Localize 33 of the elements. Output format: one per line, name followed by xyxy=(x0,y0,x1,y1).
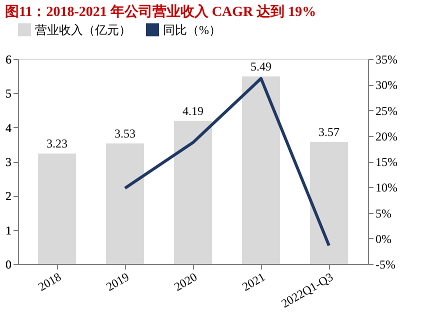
y-tick-label: 2 xyxy=(6,189,12,204)
bar xyxy=(106,143,144,264)
bar xyxy=(174,120,212,264)
y-tick-label: 1 xyxy=(6,223,12,238)
y2-tick-label: 5% xyxy=(376,206,392,220)
y2-tick-label: 0% xyxy=(376,232,392,246)
y2-tick-label: -5% xyxy=(376,258,396,272)
bar xyxy=(310,142,348,264)
data-label: 4.19 xyxy=(182,104,204,118)
y-tick-label: 0 xyxy=(6,258,12,272)
y2-tick-label: 25% xyxy=(376,104,398,118)
data-label: 3.57 xyxy=(318,125,340,140)
bar xyxy=(38,154,76,264)
y2-tick-label: 30% xyxy=(376,78,398,92)
legend-label: 营业收入（亿元） xyxy=(35,22,131,37)
x-tick-label: 2020 xyxy=(172,270,200,294)
y2-tick-label: 15% xyxy=(376,155,398,169)
data-label: 5.49 xyxy=(250,59,272,74)
y-tick-label: 4 xyxy=(6,120,12,135)
data-label: 3.23 xyxy=(46,136,68,151)
x-tick-label: 2021 xyxy=(240,270,268,294)
y2-tick-label: 35% xyxy=(376,52,398,66)
x-tick-label: 2019 xyxy=(104,270,132,294)
y-tick-label: 6 xyxy=(6,52,12,66)
y-tick-label: 5 xyxy=(6,86,12,101)
bar xyxy=(242,76,280,264)
y-tick-label: 3 xyxy=(6,155,12,169)
data-label: 3.53 xyxy=(114,126,136,140)
x-tick-label: 2018 xyxy=(36,270,64,294)
legend-label: 同比（%） xyxy=(163,22,221,37)
y2-tick-label: 10% xyxy=(376,180,398,195)
chart-title: 图11：2018-2021 年公司营业收入 CAGR 达到 19% xyxy=(5,4,316,20)
y2-tick-label: 20% xyxy=(376,129,398,144)
